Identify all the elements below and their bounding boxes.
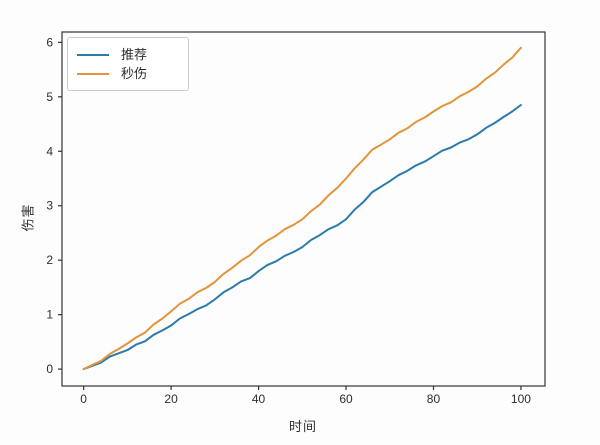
- y-tick-label: 0: [46, 362, 53, 376]
- legend-line-swatch-orange: [77, 72, 109, 75]
- series-line-blue: [82, 104, 522, 371]
- x-axis-label: 时间: [288, 419, 317, 434]
- x-tick-label: 40: [252, 392, 266, 406]
- legend-entry: 秒伤: [77, 64, 178, 83]
- legend-label: 秒伤: [121, 66, 148, 81]
- x-tick-label: 100: [511, 392, 531, 406]
- y-tick-label: 2: [46, 253, 53, 267]
- series-line-orange: [82, 46, 522, 371]
- x-tick-label: 0: [80, 392, 87, 406]
- legend-line-swatch-blue: [77, 53, 109, 56]
- y-axis-label: 伤害: [20, 203, 36, 232]
- x-tick-label: 20: [164, 392, 178, 406]
- x-tick-label: 80: [427, 392, 441, 406]
- legend-entry: 推荐: [77, 45, 178, 64]
- y-tick-label: 1: [46, 308, 53, 322]
- y-tick-label: 5: [46, 90, 53, 104]
- y-tick-label: 3: [46, 199, 53, 213]
- legend-label: 推荐: [121, 47, 148, 62]
- y-tick-label: 6: [46, 35, 53, 49]
- y-tick-label: 4: [46, 144, 53, 158]
- chart-legend: 推荐 秒伤: [67, 37, 189, 91]
- x-tick-label: 60: [339, 392, 353, 406]
- axes-spines: [61, 31, 546, 387]
